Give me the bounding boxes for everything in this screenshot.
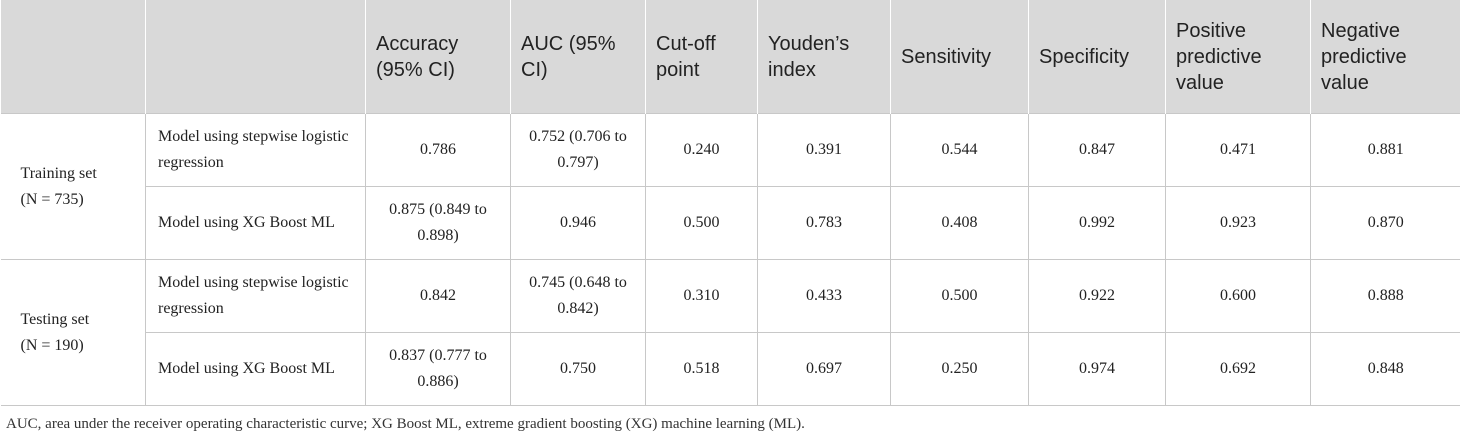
value-cell: 0.750 xyxy=(510,332,646,406)
value-cell: 0.870 xyxy=(1310,186,1460,260)
value-cell: 0.544 xyxy=(890,113,1029,187)
group-label: Training set xyxy=(20,164,97,182)
value-cell: 0.471 xyxy=(1165,113,1311,187)
column-header: Sensitivity xyxy=(890,0,1029,114)
value-cell: 0.848 xyxy=(1310,332,1460,406)
value-cell: 0.500 xyxy=(645,186,758,260)
model-cell: Model using XG Boost ML xyxy=(145,186,366,260)
value-cell: 0.888 xyxy=(1310,259,1460,333)
value-cell: 0.250 xyxy=(890,332,1029,406)
value-cell: 0.433 xyxy=(757,259,891,333)
blank-header xyxy=(0,0,146,114)
column-header: Youden’s index xyxy=(757,0,891,114)
group-label: Testing set xyxy=(20,310,90,328)
value-cell: 0.752 (0.706 to 0.797) xyxy=(510,113,646,187)
table-body: Training set (N = 735) Model using stepwis… xyxy=(0,113,1460,406)
model-cell: Model using stepwise logistic regression xyxy=(145,113,366,187)
table-row: Testing set (N = 190) Model using stepwise… xyxy=(0,259,1460,406)
table-row: Model using XG Boost ML 0.837 (0.777 to 0… xyxy=(1,332,1460,406)
value-cell: 0.837 (0.777 to 0.886) xyxy=(365,332,511,406)
blank-header xyxy=(145,0,366,114)
value-cell: 0.697 xyxy=(757,332,891,406)
value-cell: 0.518 xyxy=(645,332,758,406)
footnote: AUC, area under the receiver operating c… xyxy=(6,416,805,432)
value-cell: 0.922 xyxy=(1028,259,1166,333)
group-cell: Testing set (N = 190) xyxy=(0,259,146,406)
value-cell: 0.391 xyxy=(757,113,891,187)
group-cell: Training set (N = 735) xyxy=(0,113,146,260)
value-cell: 0.881 xyxy=(1310,113,1460,187)
model-cell: Model using XG Boost ML xyxy=(145,332,366,406)
table-row: Training set (N = 735) Model using stepwis… xyxy=(0,113,1460,260)
header-row: Accuracy (95% CI) AUC (95% CI) Cut-off poi… xyxy=(0,0,1460,114)
value-cell: 0.745 (0.648 to 0.842) xyxy=(510,259,646,333)
column-header: Cut-off point xyxy=(645,0,758,114)
column-header: AUC (95% CI) xyxy=(510,0,646,114)
value-cell: 0.692 xyxy=(1165,332,1311,406)
value-cell: 0.786 xyxy=(365,113,511,187)
column-header: Accuracy (95% CI) xyxy=(365,0,511,114)
value-cell: 0.974 xyxy=(1028,332,1166,406)
value-cell: 0.923 xyxy=(1165,186,1311,260)
value-cell: 0.875 (0.849 to 0.898) xyxy=(365,186,511,260)
value-cell: 0.600 xyxy=(1165,259,1311,333)
value-cell: 0.946 xyxy=(510,186,646,260)
table-row: Model using XG Boost ML 0.875 (0.849 to 0… xyxy=(1,186,1460,260)
column-header: Negative predictive value xyxy=(1310,0,1460,114)
value-cell: 0.240 xyxy=(645,113,758,187)
value-cell: 0.842 xyxy=(365,259,511,333)
value-cell: 0.847 xyxy=(1028,113,1166,187)
results-table: Accuracy (95% CI) AUC (95% CI) Cut-off poi… xyxy=(0,0,1460,406)
group-n: (N = 190) xyxy=(20,336,84,354)
value-cell: 0.310 xyxy=(645,259,758,333)
value-cell: 0.500 xyxy=(890,259,1029,333)
group-n: (N = 735) xyxy=(20,190,84,208)
column-header: Specificity xyxy=(1028,0,1166,114)
value-cell: 0.408 xyxy=(890,186,1029,260)
value-cell: 0.783 xyxy=(757,186,891,260)
column-header: Positive predictive value xyxy=(1165,0,1311,114)
model-cell: Model using stepwise logistic regression xyxy=(145,259,366,333)
value-cell: 0.992 xyxy=(1028,186,1166,260)
